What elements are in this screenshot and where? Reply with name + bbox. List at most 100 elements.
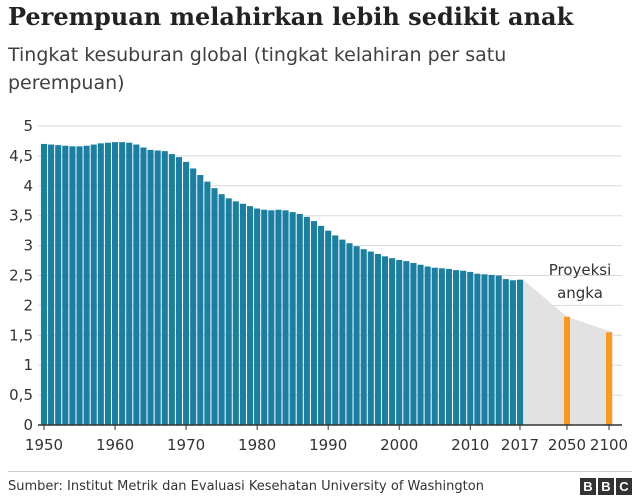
bar-historical xyxy=(502,279,509,425)
bar-historical xyxy=(332,235,339,425)
bar-historical xyxy=(318,225,325,425)
bar-historical xyxy=(296,213,303,425)
bar-historical xyxy=(360,249,367,425)
bars xyxy=(40,142,612,426)
bar-historical xyxy=(275,209,282,425)
y-tick-label: 1 xyxy=(23,356,33,374)
bar-historical xyxy=(516,279,524,425)
bbc-logo: B B C xyxy=(580,478,632,495)
bar-historical xyxy=(417,264,424,425)
x-tick-label: 2050 xyxy=(548,436,586,454)
projection-annotation: Proyeksi xyxy=(549,261,612,279)
bar-historical xyxy=(424,266,431,425)
bar-historical xyxy=(239,203,246,425)
bar-historical xyxy=(261,209,268,425)
bar-historical xyxy=(97,143,104,425)
bar-historical xyxy=(175,157,183,425)
logo-block: B xyxy=(580,478,596,495)
bar-historical xyxy=(268,210,275,425)
bar-historical xyxy=(453,270,460,425)
bar-historical xyxy=(204,181,211,425)
bar-historical xyxy=(161,151,168,425)
fertility-chart: 0 0,5 1 1,5 2 2,5 3 3,5 4 4,5 5 1950 1960 1970 1980 199… xyxy=(9,117,628,454)
y-tick-label: 2 xyxy=(23,296,33,314)
bar-historical xyxy=(168,154,175,426)
y-tick-label: 1,5 xyxy=(9,326,33,344)
bar-historical xyxy=(225,198,232,425)
x-tick-label: 1950 xyxy=(25,436,63,454)
x-tick-label: 2100 xyxy=(590,436,628,454)
bar-historical xyxy=(282,210,289,425)
bar-historical xyxy=(460,270,467,425)
bar-historical xyxy=(389,258,396,425)
y-tick-label: 0,5 xyxy=(9,386,33,404)
logo-block: C xyxy=(616,478,632,495)
bar-historical xyxy=(254,208,261,425)
tick-labels: 0 0,5 1 1,5 2 2,5 3 3,5 4 4,5 5 1950 1960 1970 1980 199… xyxy=(9,117,628,454)
bar-historical xyxy=(374,253,381,425)
y-tick-label: 4 xyxy=(23,177,33,195)
bar-historical xyxy=(211,188,218,425)
bar-historical xyxy=(111,142,119,425)
bar-historical xyxy=(431,267,438,425)
x-tick-label: 1970 xyxy=(167,436,205,454)
bar-historical xyxy=(445,268,452,425)
bar-historical xyxy=(154,150,161,425)
bar-historical xyxy=(289,212,296,425)
bar-historical xyxy=(69,146,76,425)
y-tick-label: 5 xyxy=(23,117,33,135)
y-tick-label: 4,5 xyxy=(9,147,33,165)
bar-historical xyxy=(325,230,332,425)
bar-projection xyxy=(606,332,612,425)
bar-historical xyxy=(339,239,346,425)
bar-historical xyxy=(133,144,140,426)
bar-historical xyxy=(467,271,474,425)
y-tick-label: 3,5 xyxy=(9,207,33,225)
logo-block: B xyxy=(598,478,614,495)
bar-historical xyxy=(126,142,133,426)
bar-historical xyxy=(381,256,389,425)
source-note: Sumber: Institut Metrik dan Evaluasi Kes… xyxy=(8,479,484,494)
bar-historical xyxy=(40,143,48,425)
bar-historical xyxy=(481,274,488,425)
bar-historical xyxy=(403,261,410,425)
y-tick-label: 3 xyxy=(23,237,33,255)
x-tick-label: 2000 xyxy=(380,436,418,454)
bar-historical xyxy=(410,262,417,425)
footer-divider xyxy=(8,471,632,472)
bar-historical xyxy=(190,168,197,425)
bar-historical xyxy=(218,194,225,425)
x-tick-label: 2017 xyxy=(501,436,539,454)
bar-historical xyxy=(147,149,154,426)
bar-historical xyxy=(232,201,239,425)
bar-historical xyxy=(104,142,111,426)
bar-historical xyxy=(509,280,516,425)
bar-historical xyxy=(48,144,55,426)
bar-historical xyxy=(353,246,360,425)
bar-historical xyxy=(346,243,353,425)
bar-historical xyxy=(310,221,318,425)
chart-subtitle: Tingkat kesuburan global (tingkat kelahi… xyxy=(8,44,507,94)
x-tick-label: 1980 xyxy=(238,436,276,454)
bar-historical xyxy=(474,273,481,425)
x-tick-label: 1990 xyxy=(309,436,347,454)
bar-historical xyxy=(197,175,204,425)
bar-historical xyxy=(495,275,502,425)
bar-historical xyxy=(367,251,374,425)
bar-historical xyxy=(140,147,147,425)
y-tick-label: 2,5 xyxy=(9,267,33,285)
x-tick-label: 1960 xyxy=(96,436,134,454)
bar-historical xyxy=(183,161,190,425)
y-tick-label: 0 xyxy=(23,416,33,434)
bar-historical xyxy=(62,145,69,426)
bar-historical xyxy=(246,206,254,425)
chart-title: Perempuan melahirkan lebih sedikit anak xyxy=(8,2,574,31)
bar-historical xyxy=(119,142,126,425)
x-tick-label: 2010 xyxy=(451,436,489,454)
bar-historical xyxy=(396,259,403,425)
projection-annotation: angka xyxy=(557,284,603,302)
bar-historical xyxy=(90,144,97,426)
bar-historical xyxy=(488,274,495,425)
bar-projection xyxy=(564,316,570,425)
bar-historical xyxy=(438,268,445,425)
